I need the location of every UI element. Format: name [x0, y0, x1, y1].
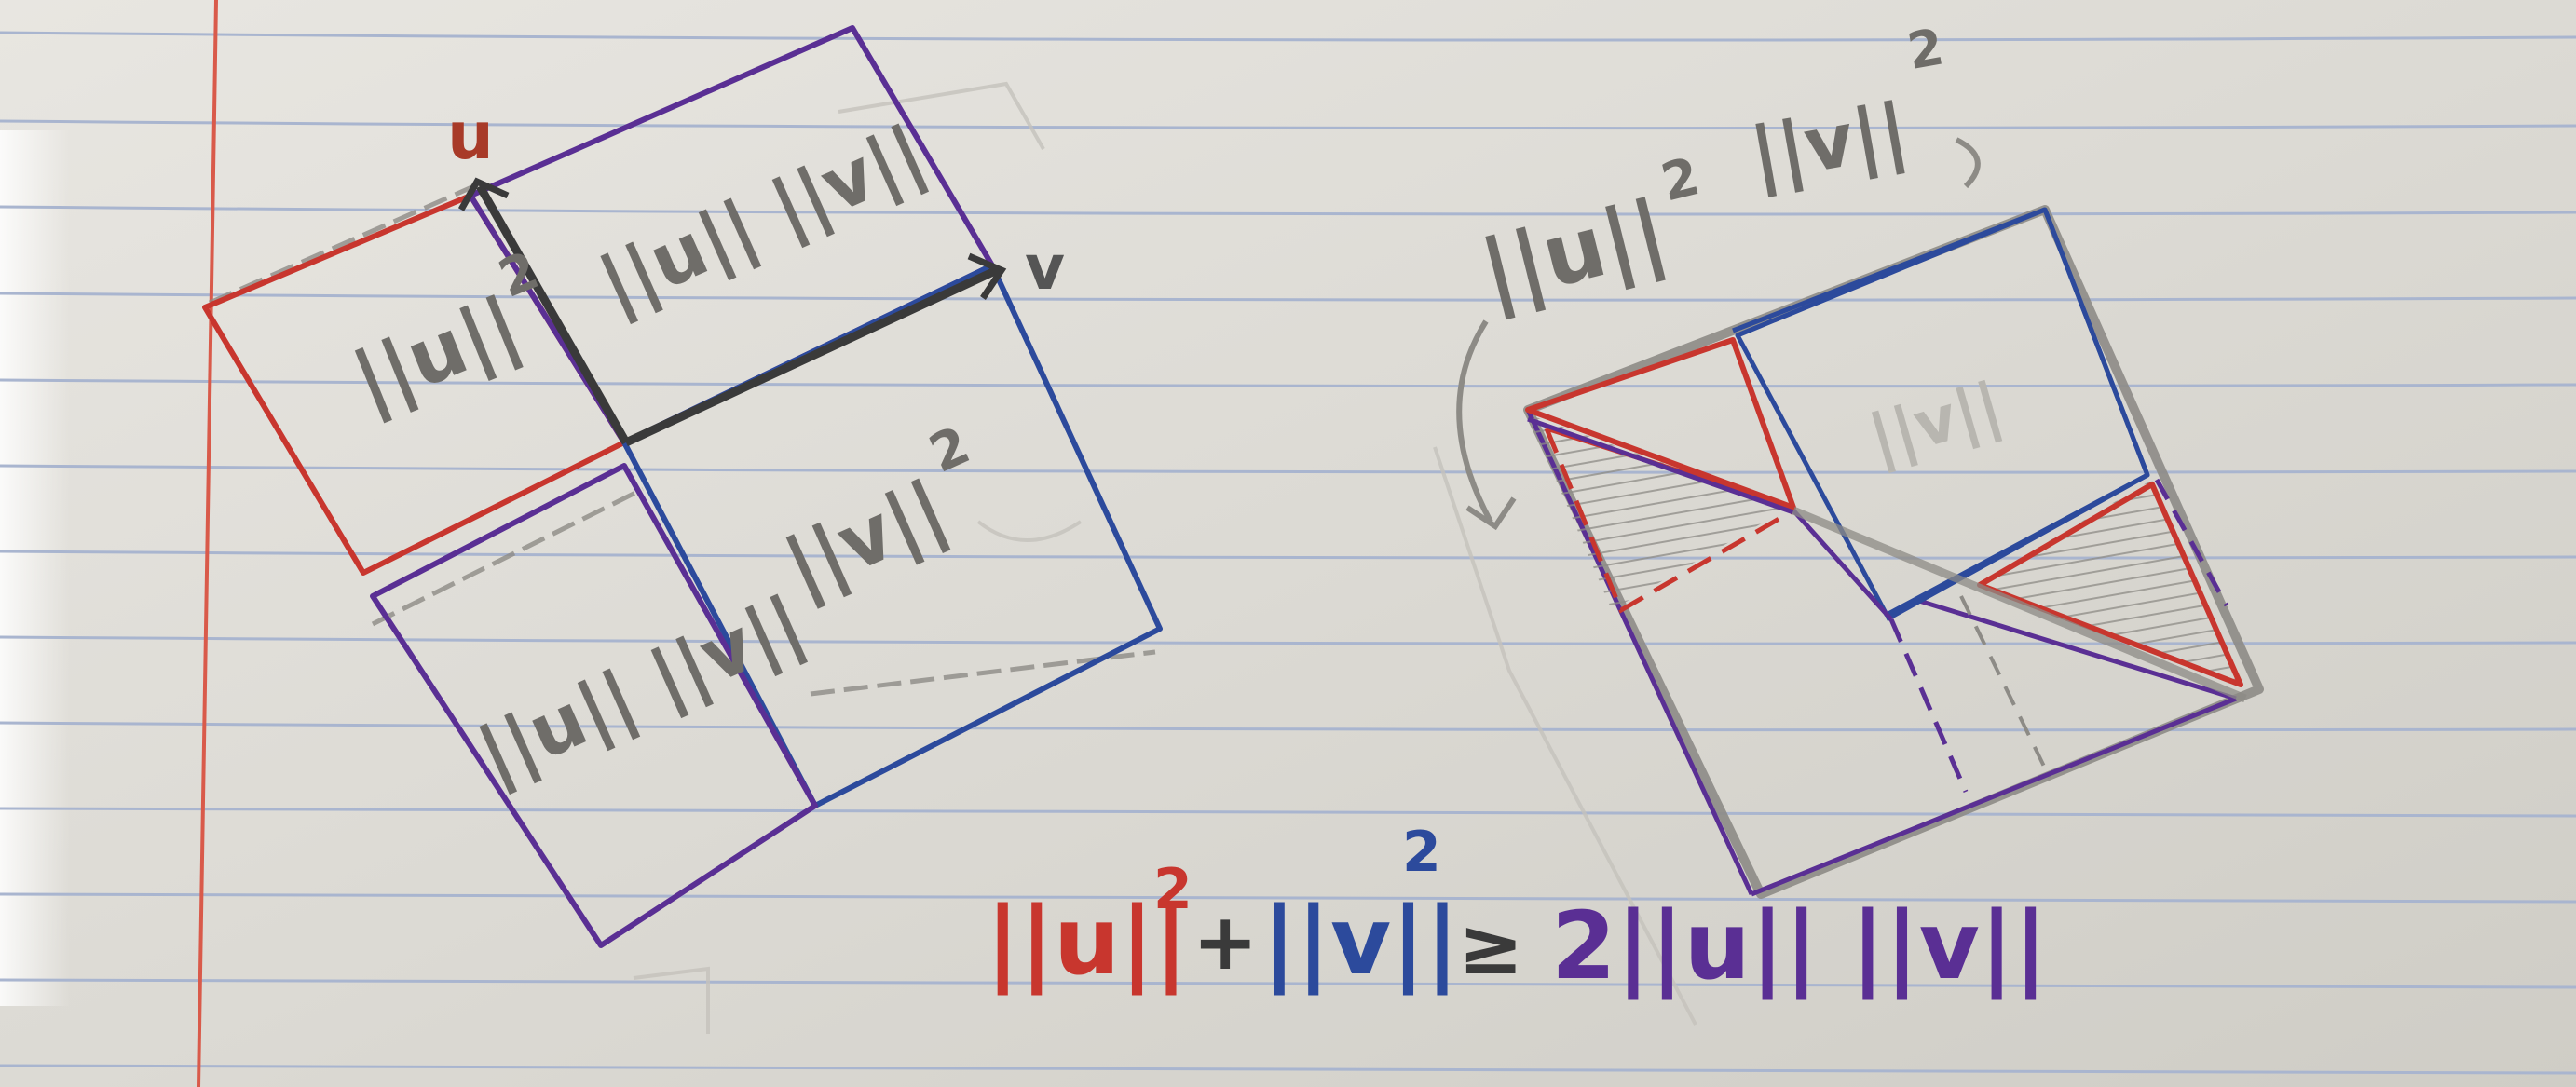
- formula-plus: +: [1193, 896, 1258, 987]
- rotate-arrow-right: [1955, 137, 1981, 189]
- formula-geq: ≥: [1458, 901, 1523, 992]
- rotate-arrow-left: [1456, 319, 1493, 523]
- left-red-triangle: [1525, 337, 1796, 510]
- margin-line: [197, 0, 218, 1087]
- formula-term-u: ||u||: [986, 887, 1188, 996]
- vector-u-label: u: [447, 98, 494, 174]
- paper-glare: [0, 130, 70, 1006]
- inner-v-square: [1735, 207, 2150, 618]
- formula-term-u-exponent: 2: [1153, 857, 1193, 922]
- right-red-triangle: [1977, 482, 2243, 687]
- ghost-marks: [633, 81, 1697, 1034]
- vector-v-label: v: [1025, 232, 1065, 304]
- vector-v-arrow: [624, 265, 999, 447]
- left-shaded-triangle: [1528, 414, 1789, 610]
- formula-rhs: 2||u|| ||v||: [1551, 891, 2048, 1000]
- formula-term-v: ||v||: [1262, 887, 1459, 996]
- vector-u-arrow: [476, 183, 630, 445]
- vector-v-arrowhead: [967, 252, 1007, 300]
- vector-u-arrowhead: [457, 177, 510, 211]
- formula-term-v-exponent: 2: [1402, 820, 1441, 885]
- right-shaded-triangle: [1980, 480, 2241, 685]
- bottom-uv-rectangle: [370, 463, 818, 948]
- inequality-formula: ||u|| 2 + ||v|| 2 ≥ 2||u|| ||v||: [986, 820, 2048, 1000]
- v-squared-square: [621, 263, 1163, 808]
